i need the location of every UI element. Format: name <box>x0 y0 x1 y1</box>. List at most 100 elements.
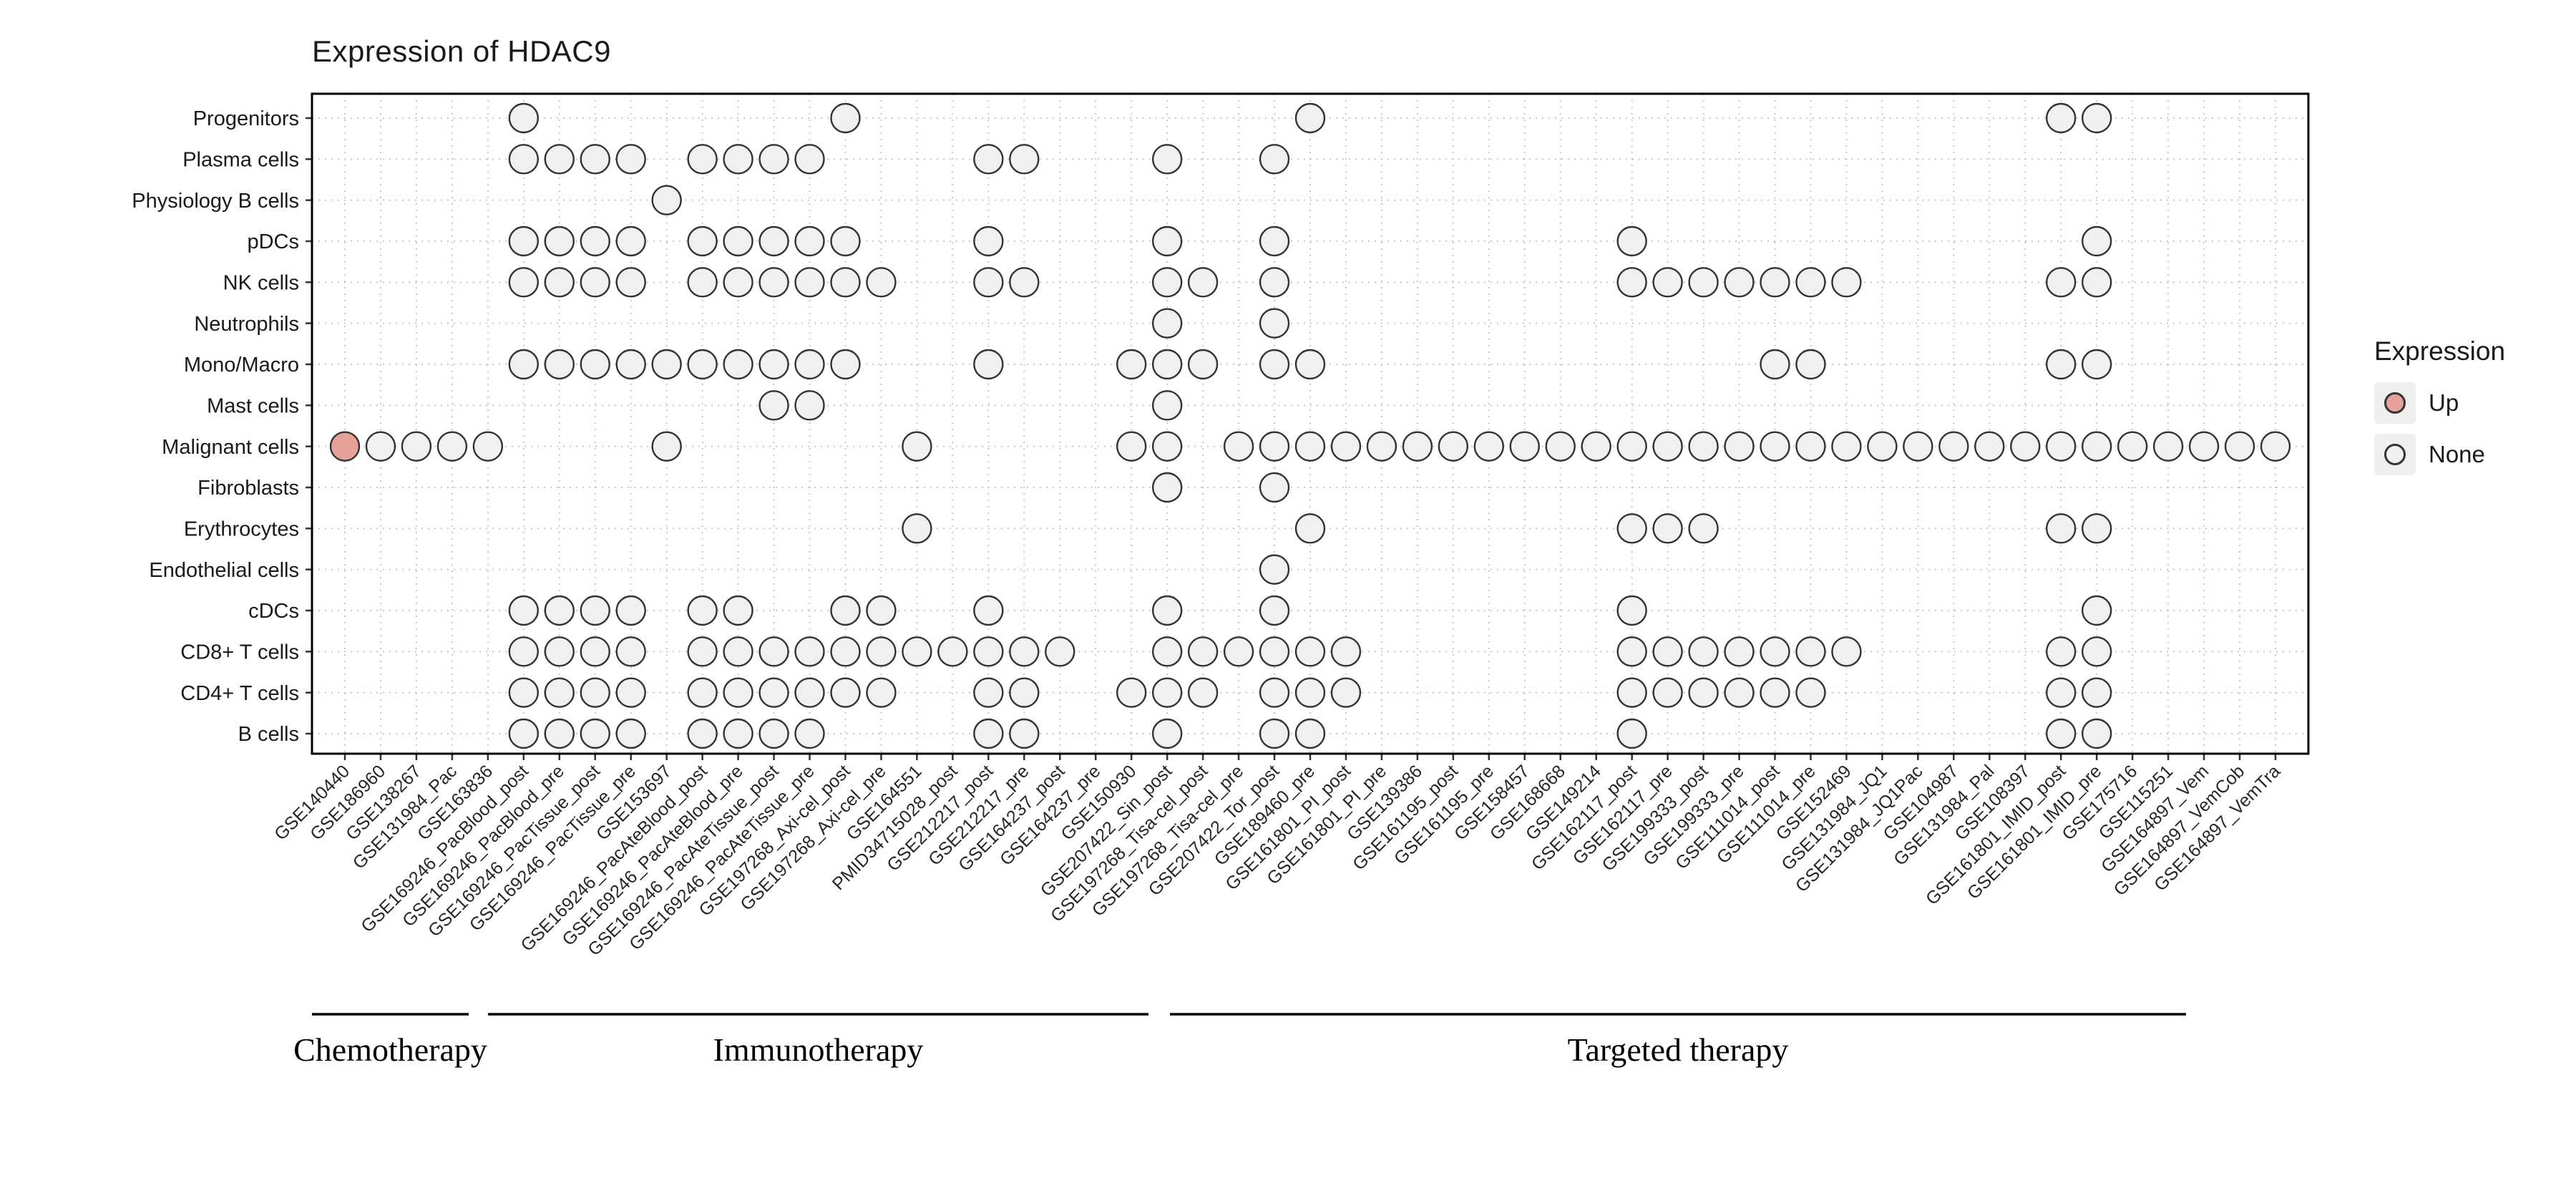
expression-dot-none <box>615 595 646 626</box>
expression-dot-none <box>2046 349 2077 380</box>
expression-dot-none <box>1545 431 1576 462</box>
expression-dot-none <box>1151 472 1183 503</box>
expression-dot-none <box>580 677 610 708</box>
therapy-group-label: Chemotherapy <box>293 1031 487 1068</box>
row-labels: Progenitors Plasma cells Physiology B cell… <box>132 107 299 746</box>
expression-dot-none <box>615 636 646 667</box>
expression-dot-none <box>1223 636 1254 667</box>
expression-dot-none <box>1259 718 1290 749</box>
expression-dot-none <box>758 390 789 421</box>
expression-dot-none <box>2188 431 2220 462</box>
expression-dot-none <box>723 267 753 298</box>
expression-dot-none <box>1688 513 1719 544</box>
expression-dot-none <box>1760 636 1790 667</box>
expression-dot-none <box>973 677 1004 708</box>
expression-dot-none <box>723 595 753 626</box>
expression-dot-none <box>1795 636 1826 667</box>
expression-dot-none <box>1831 267 1862 298</box>
expression-dot-none <box>2046 431 2077 462</box>
expression-dot-none <box>580 718 610 749</box>
expression-dot-none <box>615 349 646 380</box>
row-label: Fibroblasts <box>197 477 299 500</box>
expression-dot-none <box>1795 431 1826 462</box>
legend-item-up: Up <box>2374 382 2505 424</box>
column-labels: GSE140440GSE186960GSE138267GSE131984_Pac… <box>270 761 2284 960</box>
expression-dot-none <box>687 636 718 667</box>
expression-dot-none <box>830 102 861 134</box>
expression-dot-none <box>1652 267 1683 298</box>
expression-dot-none <box>544 225 575 257</box>
expression-dot-none <box>508 267 540 298</box>
expression-dot-none <box>2081 349 2112 380</box>
expression-dot-none <box>1151 308 1183 339</box>
expression-dot-none <box>723 718 753 749</box>
expression-dot-none <box>1151 267 1183 298</box>
expression-dot-none <box>794 390 825 421</box>
expression-dot-none <box>758 718 789 749</box>
expression-dot-none <box>1259 349 1290 380</box>
expression-dot-none <box>1294 102 1326 134</box>
expression-dot-none <box>723 636 753 667</box>
expression-dot-none <box>1688 267 1719 298</box>
expression-dot-none <box>1867 431 1898 462</box>
row-label: Endothelial cells <box>149 559 299 582</box>
row-label: NK cells <box>223 271 299 294</box>
expression-dot-none <box>1151 144 1183 175</box>
expression-dot-none <box>687 677 718 708</box>
expression-dot-none <box>1831 431 1862 462</box>
expression-dot-none <box>401 431 432 462</box>
expression-dot-none <box>1294 349 1326 380</box>
expression-dot-none <box>1652 513 1683 544</box>
expression-dot-none <box>2046 513 2077 544</box>
expression-dot-none <box>580 144 610 175</box>
expression-dot-none <box>651 185 682 215</box>
expression-dot-none <box>758 677 789 708</box>
expression-dot-none <box>365 431 396 462</box>
expression-dot-none <box>1652 431 1683 462</box>
expression-dot-none <box>1151 390 1183 421</box>
expression-dot-none <box>2081 595 2112 626</box>
legend-item-label: None <box>2429 441 2485 467</box>
expression-dot-none <box>1903 431 1933 462</box>
expression-dot-none <box>1187 349 1219 380</box>
expression-dot-none <box>2046 636 2077 667</box>
expression-dot-none <box>1294 636 1326 667</box>
expression-dot-none <box>580 267 610 298</box>
expression-dot-none <box>651 431 682 462</box>
expression-dot-none <box>1330 431 1362 462</box>
expression-dot-none <box>1116 349 1147 380</box>
expression-dot-none <box>1473 431 1505 462</box>
expression-dot-none <box>1151 636 1183 667</box>
expression-dot-none <box>615 225 646 257</box>
expression-dot-none <box>830 636 861 667</box>
expression-dot-none <box>1045 636 1075 667</box>
expression-dot-none <box>508 102 540 134</box>
row-label: Plasma cells <box>182 148 299 171</box>
row-label: Mono/Macro <box>184 354 299 376</box>
expression-dot-none <box>2260 431 2291 462</box>
expression-dot-none <box>1616 595 1647 626</box>
expression-dot-none <box>758 636 789 667</box>
expression-dot-none <box>1795 267 1826 298</box>
expression-dot-none <box>830 267 861 298</box>
expression-dot-none <box>580 225 610 257</box>
expression-dot-none <box>794 677 825 708</box>
expression-dot-none <box>615 144 646 175</box>
expression-dot-none <box>1724 267 1755 298</box>
expression-dot-none <box>1009 677 1040 708</box>
expression-dot-none <box>2081 513 2112 544</box>
expression-dot-none <box>830 677 861 708</box>
expression-dot-none <box>902 636 932 667</box>
expression-dot-none <box>2046 267 2077 298</box>
expression-dot-none <box>866 636 897 667</box>
expression-dot-none <box>1294 513 1326 544</box>
expression-dot-none <box>866 677 897 708</box>
expression-dot-none <box>758 349 789 380</box>
expression-dot-none <box>1652 636 1683 667</box>
expression-dot-none <box>1009 718 1040 749</box>
expression-dots <box>329 102 2291 749</box>
expression-dot-none <box>544 349 575 380</box>
expression-dot-none <box>2081 431 2112 462</box>
